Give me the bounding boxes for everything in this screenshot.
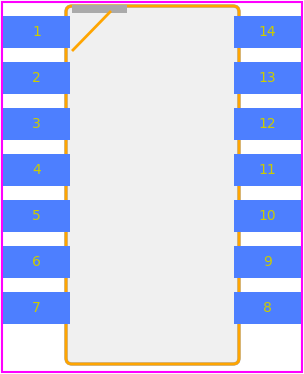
Bar: [3, 246, 70, 278]
Bar: [72, 5, 127, 13]
Text: 10: 10: [259, 209, 276, 223]
Text: 1: 1: [32, 25, 41, 39]
Text: 8: 8: [263, 301, 272, 315]
Bar: [234, 200, 301, 232]
Bar: [3, 292, 70, 324]
Text: 14: 14: [259, 25, 276, 39]
Bar: [3, 108, 70, 140]
Text: 3: 3: [32, 117, 41, 131]
Text: 6: 6: [32, 255, 41, 269]
Text: 4: 4: [32, 163, 41, 177]
Bar: [3, 16, 70, 48]
Text: 12: 12: [259, 117, 276, 131]
Bar: [3, 154, 70, 186]
Bar: [234, 292, 301, 324]
Bar: [234, 16, 301, 48]
Text: 7: 7: [32, 301, 41, 315]
Bar: [3, 62, 70, 94]
Bar: [234, 154, 301, 186]
Text: 9: 9: [263, 255, 272, 269]
Bar: [234, 246, 301, 278]
Bar: [3, 200, 70, 232]
Text: 5: 5: [32, 209, 41, 223]
Text: 11: 11: [259, 163, 276, 177]
Bar: [234, 108, 301, 140]
Text: 13: 13: [259, 71, 276, 85]
FancyBboxPatch shape: [66, 6, 239, 364]
Text: 2: 2: [32, 71, 41, 85]
Bar: [234, 62, 301, 94]
